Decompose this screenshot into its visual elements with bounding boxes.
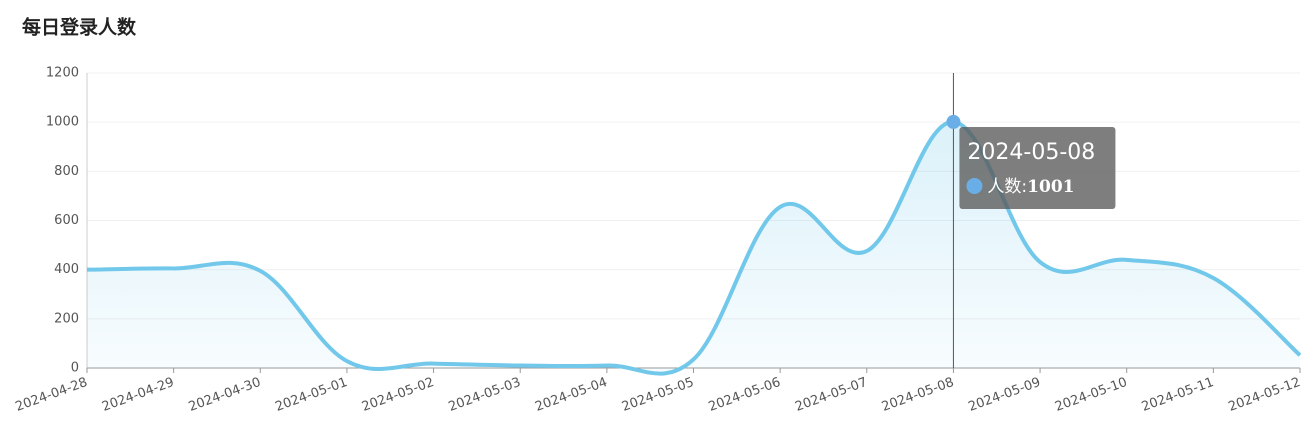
x-tick-label: 2024-05-01 xyxy=(273,375,349,415)
x-tick-label: 2024-04-30 xyxy=(187,375,263,415)
x-tick-label: 2024-05-09 xyxy=(967,375,1043,415)
y-tick-label: 1000 xyxy=(46,115,79,130)
x-tick-label: 2024-04-28 xyxy=(13,375,89,415)
x-tick-label: 2024-05-08 xyxy=(880,375,956,415)
y-tick-label: 200 xyxy=(54,311,79,326)
tooltip-title: 2024-05-08 xyxy=(967,140,1095,165)
hover-point xyxy=(946,114,961,129)
line xyxy=(86,119,1302,376)
x-tick-label: 2024-05-05 xyxy=(620,375,696,415)
tooltip-dot xyxy=(966,178,983,194)
y-tick-label: 600 xyxy=(54,213,79,228)
x-tick-label: 2024-05-02 xyxy=(360,375,436,415)
x-tick-label: 2024-05-04 xyxy=(533,375,609,415)
area xyxy=(87,121,1300,374)
tooltip: 2024-05-08 人数:1001 xyxy=(959,127,1116,209)
y-tick-label: 400 xyxy=(54,262,79,277)
tooltip-label: 人数: xyxy=(987,177,1027,197)
x-tick-label: 2024-05-10 xyxy=(1053,375,1129,415)
x-tick-label: 2024-05-12 xyxy=(1226,375,1302,415)
x-tick-label: 2024-05-03 xyxy=(447,375,523,415)
x-tick-label: 2024-05-11 xyxy=(1140,375,1216,415)
tooltip-row: 人数:1001 xyxy=(987,177,1074,198)
tooltip-box xyxy=(959,127,1116,209)
chart-title: 每日登录人数 xyxy=(22,16,137,39)
x-tick-label: 2024-05-07 xyxy=(793,375,869,415)
y-tick-label: 800 xyxy=(54,164,79,179)
y-tick-label: 0 xyxy=(71,361,79,376)
x-tick-label: 2024-05-06 xyxy=(707,375,783,415)
tooltip-value: 1001 xyxy=(1027,177,1074,197)
y-tick-label: 1200 xyxy=(46,66,79,81)
x-tick-label: 2024-04-29 xyxy=(100,375,176,415)
